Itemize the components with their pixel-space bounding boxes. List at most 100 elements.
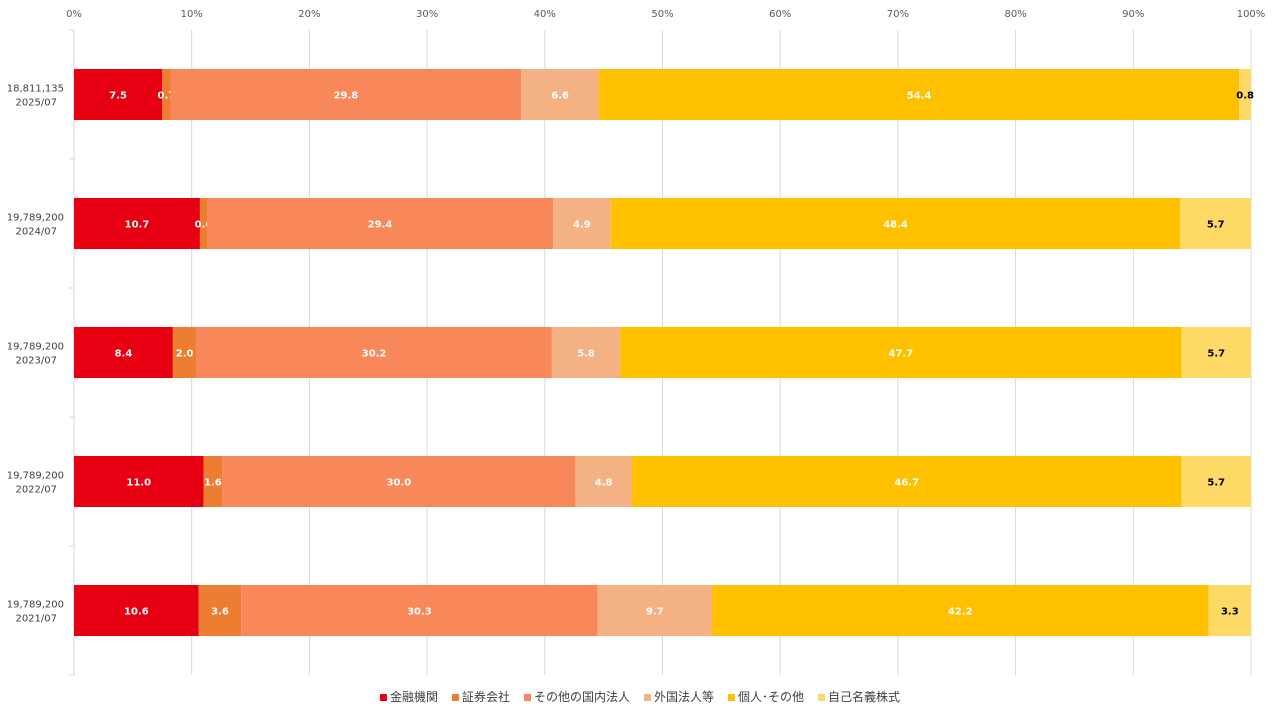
legend-label: 個人･その他: [738, 690, 804, 704]
data-label: 3.6: [211, 607, 229, 618]
bar-segment: [203, 456, 223, 507]
x-tick-label: 100%: [1237, 9, 1266, 20]
legend-swatch: [379, 694, 387, 701]
category-shares-label: 19,789,200: [7, 342, 64, 353]
legend-item: 個人･その他: [728, 690, 804, 704]
bar-row: 10.6 3.6 30.3 9.7 42.2 3.3: [74, 585, 1251, 636]
bar-segment: [1208, 585, 1251, 636]
bar-segment: [199, 198, 208, 249]
bar-segment: [1180, 198, 1251, 249]
data-label: 29.4: [368, 220, 393, 231]
bar-row: 11.0 1.6 30.0 4.8 46.7 5.7: [74, 456, 1251, 507]
bar-segment: [207, 198, 554, 249]
bar-segment: [74, 327, 173, 378]
bar-segment: [172, 327, 197, 378]
bar-segment: [222, 456, 576, 507]
data-label: 2.0: [176, 349, 194, 360]
bar-segment: [575, 456, 632, 507]
category-axis: [69, 29, 75, 676]
data-label: 6.6: [551, 91, 569, 102]
data-label: 5.7: [1207, 349, 1225, 360]
bar-segment: [162, 69, 171, 120]
bar-segment: [631, 456, 1182, 507]
legend-item: 金融機関: [379, 689, 438, 704]
bar-segment: [198, 585, 242, 636]
data-label: 3.3: [1221, 607, 1239, 618]
data-label: 30.3: [407, 607, 432, 618]
category-date-label: 2021/07: [15, 614, 57, 625]
x-tick-label: 10%: [181, 9, 203, 20]
x-tick-label: 40%: [534, 9, 556, 20]
data-label: 4.9: [573, 220, 591, 231]
bar-segment: [170, 69, 522, 120]
category-shares-label: 19,789,200: [7, 213, 64, 224]
x-tick-label: 60%: [769, 9, 791, 20]
data-label: 5.8: [577, 349, 595, 360]
category-shares-label: 19,789,200: [7, 600, 64, 611]
bar-segment: [74, 198, 200, 249]
data-label: 5.7: [1207, 478, 1225, 489]
category-date-label: 2024/07: [15, 227, 57, 238]
bar-segment: [74, 456, 204, 507]
category-date-label: 2025/07: [15, 98, 57, 109]
data-label: 9.7: [646, 607, 664, 618]
data-label: 11.0: [126, 478, 151, 489]
legend-item: 自己名義株式: [818, 689, 900, 704]
category-date-label: 2023/07: [15, 356, 57, 367]
x-tick-label: 50%: [651, 9, 673, 20]
bar-segment: [1239, 69, 1251, 120]
legend-swatch: [644, 694, 651, 701]
data-label: 0.6: [195, 220, 213, 231]
data-label: 7.5: [109, 91, 127, 102]
legend: 金融機関 証券会社 その他の国内法人 外国法人等 個人･その他 自己名義株式: [379, 689, 900, 704]
x-tick-label: 0%: [66, 9, 82, 20]
bar-row: 10.7 0.6 29.4 4.9 48.4 5.7: [74, 198, 1251, 249]
data-label: 1.6: [204, 478, 222, 489]
legend-swatch: [818, 694, 826, 701]
legend-item: その他の国内法人: [523, 690, 630, 704]
bar-segment: [1181, 456, 1251, 507]
legend-swatch: [523, 694, 531, 701]
bar-segment: [241, 585, 598, 636]
data-label: 46.7: [894, 478, 919, 489]
data-label: 48.4: [883, 220, 908, 231]
data-label: 42.2: [948, 607, 973, 618]
data-label: 0.7: [158, 91, 176, 102]
category-shares-label: 19,789,200: [7, 471, 64, 482]
bar-row: 8.4 2.0 30.2 5.8 47.7 5.7: [74, 327, 1251, 378]
legend-label: 証券会社: [462, 689, 510, 704]
data-label: 0.8: [1236, 91, 1254, 102]
legend-label: 外国法人等: [654, 690, 714, 704]
bar-segment: [521, 69, 599, 120]
x-tick-label: 90%: [1122, 9, 1144, 20]
x-tick-label: 70%: [887, 9, 909, 20]
x-tick-label: 80%: [1004, 9, 1026, 20]
legend-swatch: [728, 694, 736, 701]
data-label: 8.4: [115, 349, 133, 360]
legend-item: 証券会社: [451, 689, 510, 704]
x-axis-ticks: 0% 10% 20% 30% 40% 50% 60% 70% 80% 90% 100%: [66, 9, 1265, 20]
data-label: 30.0: [387, 478, 412, 489]
data-label: 4.8: [595, 478, 613, 489]
legend-item: 外国法人等: [644, 690, 714, 704]
category-labels: 18,811,135 2025/07 19,789,200 2024/07 19,789…: [7, 84, 64, 625]
bar-segment: [551, 327, 621, 378]
legend-label: 自己名義株式: [828, 689, 900, 704]
data-label: 29.8: [334, 91, 359, 102]
bar-segment: [74, 585, 199, 636]
data-label: 47.7: [888, 349, 913, 360]
bar-segment: [598, 69, 1240, 120]
bar-segment: [196, 327, 552, 378]
bar-segment: [620, 327, 1182, 378]
legend-label: 金融機関: [390, 689, 438, 704]
data-label: 10.7: [125, 220, 150, 231]
bars: 7.5 0.7 29.8 6.6 54.4 0.8 10.7 0.6 29.4 4.9 48.4 5.…: [74, 69, 1254, 636]
bar-segment: [610, 198, 1181, 249]
category-date-label: 2022/07: [15, 485, 57, 496]
bar-row: 7.5 0.7 29.8 6.6 54.4 0.8: [74, 69, 1254, 120]
bar-segment: [1181, 327, 1251, 378]
bar-segment: [74, 69, 163, 120]
category-shares-label: 18,811,135: [7, 84, 64, 95]
data-label: 30.2: [362, 349, 387, 360]
